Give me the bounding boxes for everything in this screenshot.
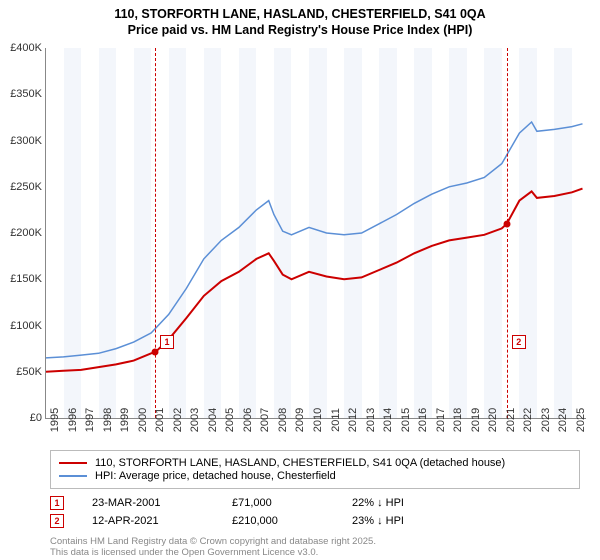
x-axis-label: 1995 xyxy=(49,408,61,432)
y-axis-label: £150K xyxy=(10,273,42,285)
legend-swatch xyxy=(59,475,87,477)
x-axis-label: 2023 xyxy=(540,408,552,432)
x-axis-label: 2017 xyxy=(435,408,447,432)
x-axis-label: 2012 xyxy=(347,408,359,432)
x-axis-label: 1998 xyxy=(102,408,114,432)
transaction-price: £71,000 xyxy=(232,497,352,509)
x-axis-label: 2009 xyxy=(294,408,306,432)
x-axis-label: 2013 xyxy=(365,408,377,432)
x-axis-label: 2019 xyxy=(470,408,482,432)
x-axis-label: 2011 xyxy=(330,408,342,432)
x-axis-label: 2020 xyxy=(487,408,499,432)
x-axis-label: 1997 xyxy=(84,408,96,432)
x-axis-label: 2006 xyxy=(242,408,254,432)
transaction-delta: 23% ↓ HPI xyxy=(352,515,404,527)
y-axis-label: £350K xyxy=(10,88,42,100)
legend-swatch xyxy=(59,462,87,464)
marker-vline xyxy=(507,48,508,418)
legend-item: 110, STORFORTH LANE, HASLAND, CHESTERFIE… xyxy=(59,457,571,469)
transaction-date: 12-APR-2021 xyxy=(92,515,232,527)
transaction-date: 23-MAR-2001 xyxy=(92,497,232,509)
marker-label: 2 xyxy=(512,335,526,349)
x-axis-label: 1996 xyxy=(67,408,79,432)
x-axis-label: 2008 xyxy=(277,408,289,432)
marker-vline xyxy=(155,48,156,418)
x-axis-label: 2010 xyxy=(312,408,324,432)
marker-dot xyxy=(152,349,159,356)
x-axis-label: 2007 xyxy=(259,408,271,432)
x-axis-label: 2021 xyxy=(505,408,517,432)
footnote-line2: This data is licensed under the Open Gov… xyxy=(50,548,376,559)
x-axis-label: 2024 xyxy=(557,408,569,432)
transaction-row: 2 12-APR-2021£210,00023% ↓ HPI xyxy=(50,514,580,528)
title-line1: 110, STORFORTH LANE, HASLAND, CHESTERFIE… xyxy=(0,6,600,22)
y-axis-label: £400K xyxy=(10,42,42,54)
marker-label: 1 xyxy=(160,335,174,349)
transaction-price: £210,000 xyxy=(232,515,352,527)
x-axis-label: 2004 xyxy=(207,408,219,432)
x-axis-label: 2001 xyxy=(154,408,166,432)
y-axis-label: £250K xyxy=(10,181,42,193)
x-axis-label: 2025 xyxy=(575,408,587,432)
legend-label: 110, STORFORTH LANE, HASLAND, CHESTERFIE… xyxy=(95,457,505,469)
y-axis-label: £50K xyxy=(16,366,42,378)
x-axis-label: 2002 xyxy=(172,408,184,432)
x-axis-label: 2003 xyxy=(189,408,201,432)
y-axis-label: £200K xyxy=(10,227,42,239)
chart-series-line xyxy=(46,122,583,358)
y-axis-label: £0 xyxy=(30,412,42,424)
x-axis-label: 2016 xyxy=(417,408,429,432)
transaction-row: 1 23-MAR-2001£71,00022% ↓ HPI xyxy=(50,496,580,510)
transaction-marker: 1 xyxy=(50,496,64,510)
x-axis-label: 2014 xyxy=(382,408,394,432)
x-axis-label: 2022 xyxy=(522,408,534,432)
x-axis-label: 2000 xyxy=(137,408,149,432)
x-axis-label: 2015 xyxy=(400,408,412,432)
line-chart: 12 xyxy=(45,48,586,419)
x-axis-label: 1999 xyxy=(119,408,131,432)
y-axis-label: £300K xyxy=(10,135,42,147)
x-axis-label: 2018 xyxy=(452,408,464,432)
footnote: Contains HM Land Registry data © Crown c… xyxy=(50,537,376,559)
marker-dot xyxy=(503,220,510,227)
y-axis-label: £100K xyxy=(10,320,42,332)
legend-label: HPI: Average price, detached house, Ches… xyxy=(95,470,336,482)
transaction-delta: 22% ↓ HPI xyxy=(352,497,404,509)
title-line2: Price paid vs. HM Land Registry's House … xyxy=(0,22,600,38)
legend-item: HPI: Average price, detached house, Ches… xyxy=(59,470,571,482)
transaction-marker: 2 xyxy=(50,514,64,528)
x-axis-label: 2005 xyxy=(224,408,236,432)
transaction-table: 1 23-MAR-2001£71,00022% ↓ HPI 2 12-APR-2021… xyxy=(50,496,580,532)
legend: 110, STORFORTH LANE, HASLAND, CHESTERFIE… xyxy=(50,450,580,489)
